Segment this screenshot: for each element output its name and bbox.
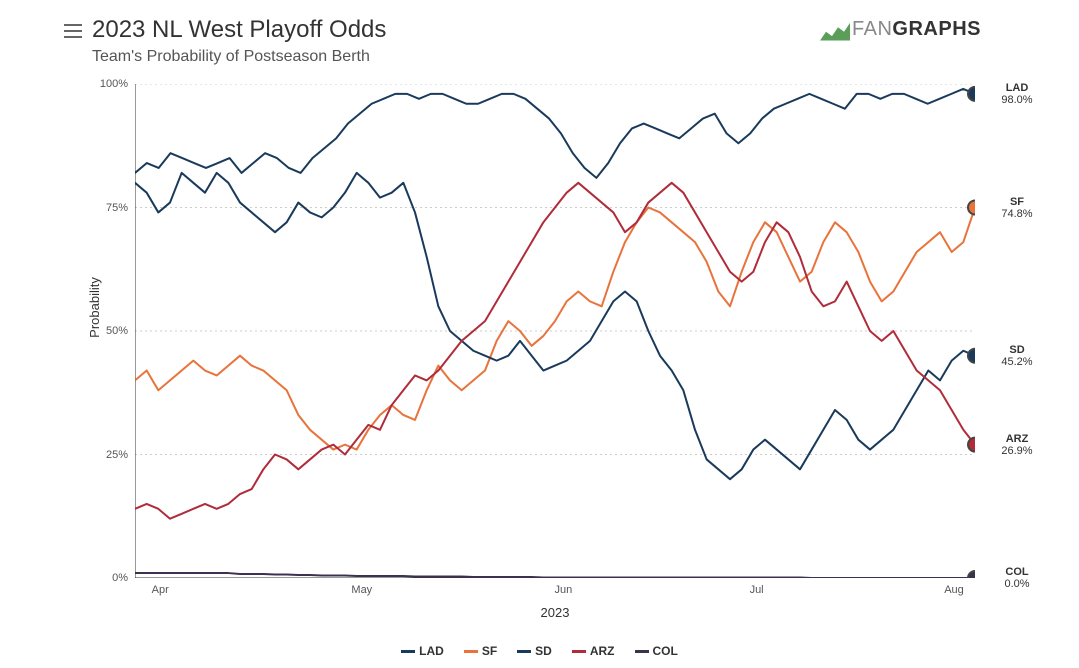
x-tick-label: May [342,584,382,596]
legend-item[interactable]: COL [635,644,678,658]
logo-icon [820,19,850,41]
series-end-label: ARZ26.9% [987,433,1047,457]
menu-icon[interactable] [64,24,82,38]
legend-label: LAD [419,644,444,658]
chart-subtitle: Team's Probability of Postseason Berth [92,48,386,66]
series-end-label: COL0.0% [987,566,1047,590]
legend-label: COL [653,644,678,658]
legend-item[interactable]: SF [464,644,497,658]
legend-item[interactable]: ARZ [572,644,615,658]
legend: LAD SF SD ARZ COL [0,642,1079,659]
legend-label: SD [535,644,552,658]
legend-label: SF [482,644,497,658]
series-end-label: SD45.2% [987,344,1047,368]
logo-text-light: FAN [852,18,892,41]
x-tick-label: Apr [140,584,180,596]
title-block: 2023 NL West Playoff Odds Team's Probabi… [92,16,386,66]
y-tick-label: 25% [88,449,128,461]
x-axis-label-wrapper: 2023 [135,604,975,622]
legend-item[interactable]: SD [517,644,552,658]
chart-title: 2023 NL West Playoff Odds [92,16,386,44]
x-tick-label: Jul [737,584,777,596]
chart-area [135,84,975,578]
y-tick-label: 50% [88,325,128,337]
series-end-label: LAD98.0% [987,82,1047,106]
legend-item[interactable]: LAD [401,644,444,658]
y-tick-label: 100% [88,78,128,90]
y-tick-label: 0% [88,572,128,584]
x-tick-label: Aug [934,584,974,596]
plot-svg [135,84,975,578]
legend-label: ARZ [590,644,615,658]
y-tick-label: 75% [88,202,128,214]
x-tick-label: Jun [543,584,583,596]
x-axis-label: 2023 [541,605,570,620]
logo: FANGRAPHS [820,18,981,41]
logo-text-bold: GRAPHS [892,18,981,41]
series-end-label: SF74.8% [987,196,1047,220]
